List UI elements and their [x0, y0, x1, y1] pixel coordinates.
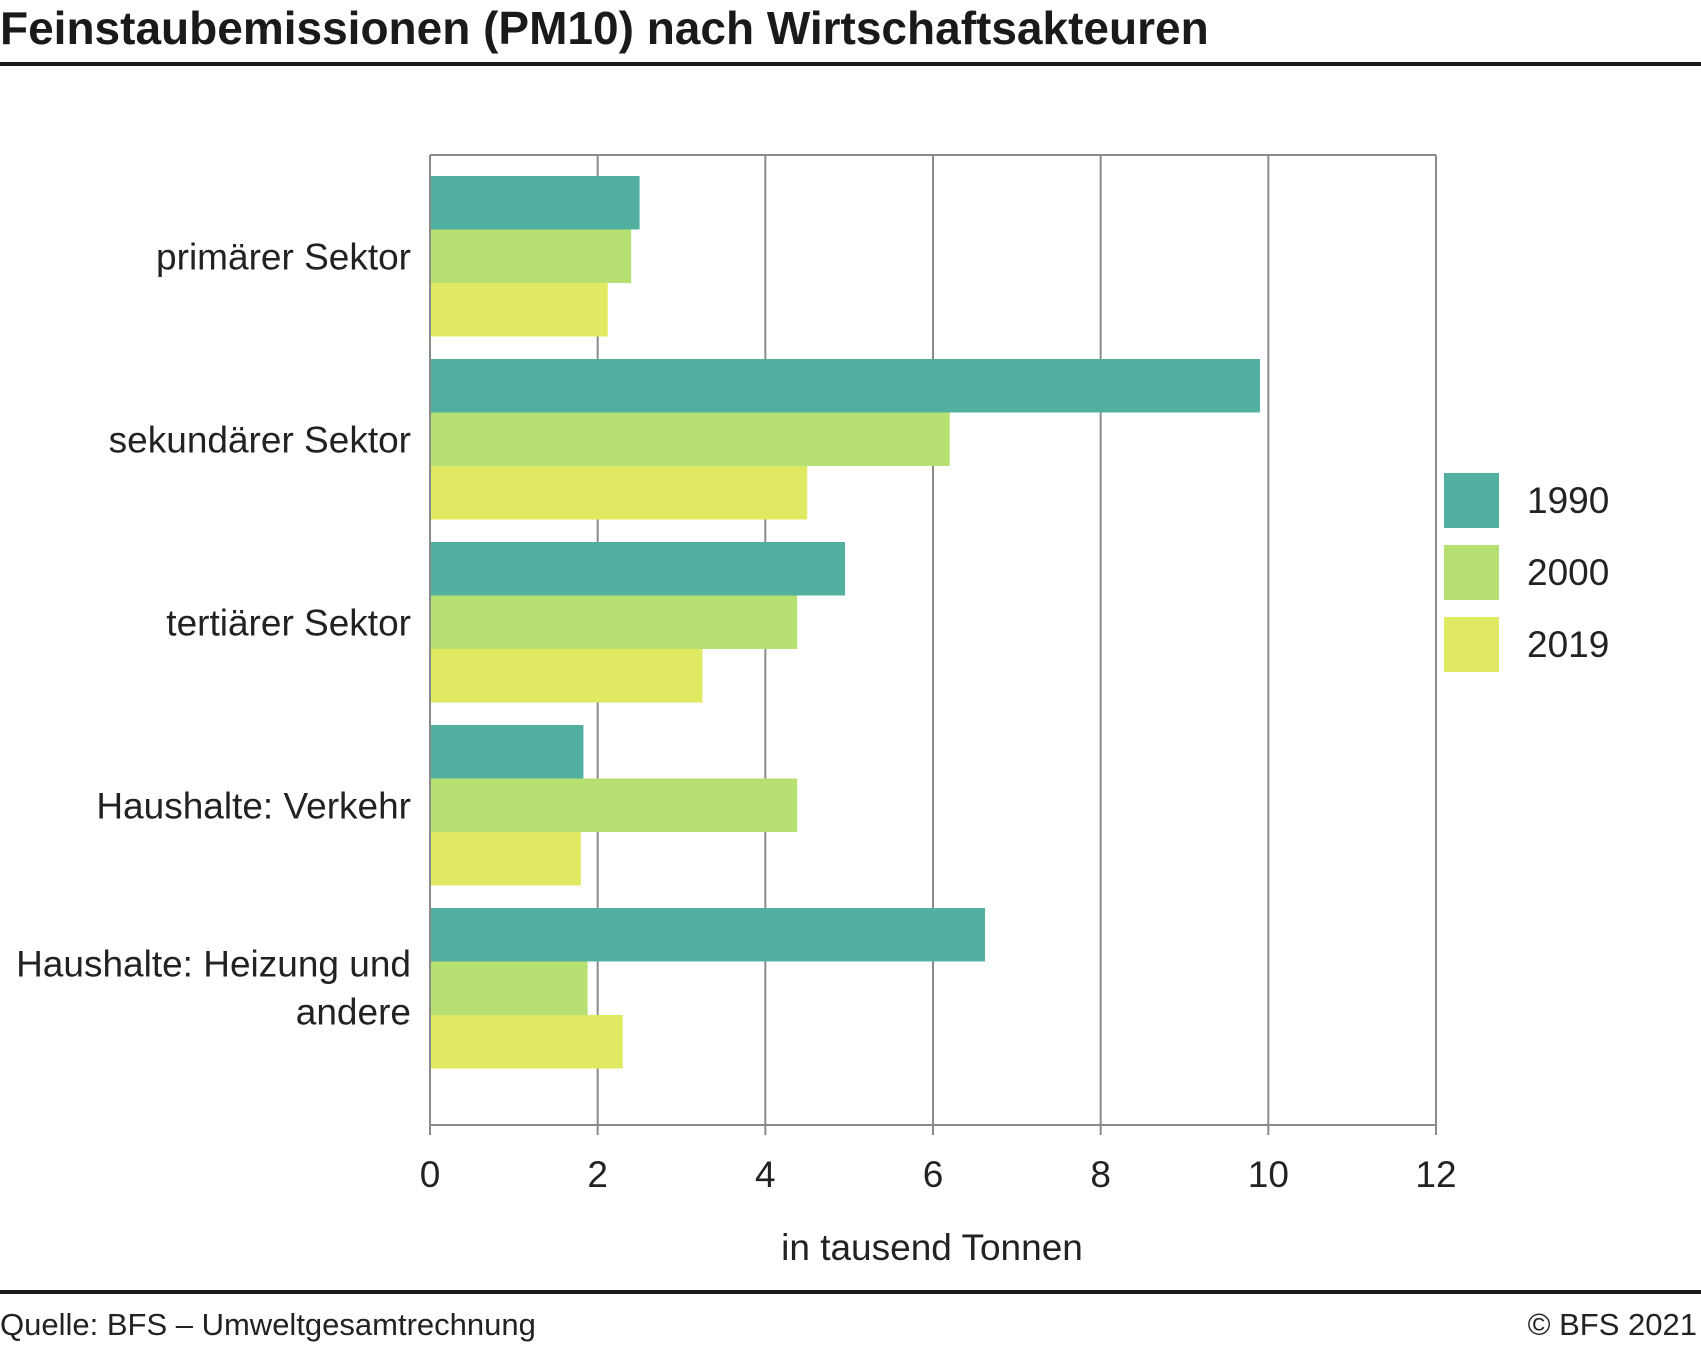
bar-chart: primärer Sektor sekundärer Sektor tertiäre…	[16, 154, 1609, 1268]
category-label: tertiärer Sektor	[166, 602, 411, 643]
chart-title: Feinstaubemissionen (PM10) nach Wirtscha…	[0, 2, 1209, 54]
x-tick-label: 4	[755, 1154, 776, 1195]
x-tick-label: 6	[923, 1154, 944, 1195]
x-tick-label: 2	[587, 1154, 608, 1195]
footer-divider	[0, 1290, 1701, 1294]
bar-2000	[431, 595, 798, 649]
category-labels: primärer Sektor sekundärer Sektor tertiäre…	[16, 236, 411, 1032]
copyright-note: © BFS 2021	[1527, 1307, 1697, 1342]
bar-2019	[431, 649, 703, 703]
bars	[431, 176, 1260, 1069]
bar-2019	[431, 832, 581, 886]
bar-2000	[431, 778, 798, 832]
title-divider	[0, 62, 1701, 66]
x-tick-label: 12	[1415, 1154, 1456, 1195]
bar-1990	[431, 908, 985, 962]
x-tick-label: 10	[1248, 1154, 1289, 1195]
bar-2000	[431, 229, 632, 283]
legend-swatch-2019	[1444, 617, 1499, 672]
bar-2019	[431, 283, 608, 337]
bar-1990	[431, 359, 1260, 413]
category-label: primärer Sektor	[156, 236, 411, 277]
x-tick-label: 0	[420, 1154, 441, 1195]
category-label: sekundärer Sektor	[109, 419, 411, 460]
x-tick-labels: 0 2 4 6 8 10 12	[420, 1154, 1457, 1195]
legend-swatch-2000	[1444, 545, 1499, 600]
category-label: Haushalte: Heizung und andere	[16, 943, 411, 1032]
legend-swatch-1990	[1444, 473, 1499, 528]
bar-2000	[431, 412, 950, 466]
legend-label: 2019	[1527, 624, 1609, 665]
legend-label: 2000	[1527, 552, 1609, 593]
source-note: Quelle: BFS – Umweltgesamtrechnung	[0, 1307, 536, 1342]
x-tick-label: 8	[1090, 1154, 1111, 1195]
legend-label: 1990	[1527, 480, 1609, 521]
bar-1990	[431, 542, 845, 596]
x-axis-label: in tausend Tonnen	[781, 1227, 1083, 1268]
category-label-line: andere	[296, 991, 411, 1032]
bar-1990	[431, 725, 584, 779]
category-label-line: Haushalte: Heizung und	[16, 943, 411, 984]
category-label: Haushalte: Verkehr	[96, 785, 411, 826]
legend: 1990 2000 2019	[1444, 473, 1609, 672]
bar-2019	[431, 1015, 623, 1069]
bar-1990	[431, 176, 640, 230]
bar-2000	[431, 961, 588, 1015]
bar-2019	[431, 466, 808, 520]
axes	[429, 154, 1437, 1135]
